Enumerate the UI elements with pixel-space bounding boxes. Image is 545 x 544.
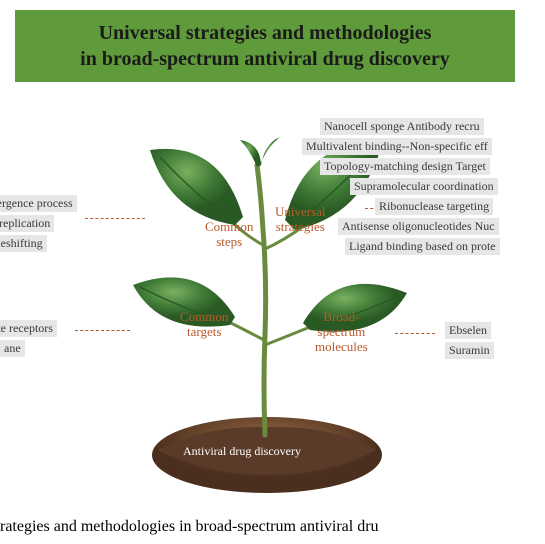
leaf-label-broad-spectrum: Broad- spectrum molecules [315, 310, 368, 355]
info-item: he convergence process [0, 195, 77, 212]
info-item: Ebselen [445, 322, 491, 339]
info-item: ate receptors [0, 320, 57, 337]
title-banner: Universal strategies and methodologies i… [15, 10, 515, 82]
info-item: Multivalent binding--Non-specific eff [302, 138, 492, 155]
info-item: ameshifting [0, 235, 47, 252]
info-item: replication [0, 215, 54, 232]
leaf-label-common-steps: Common steps [205, 220, 253, 250]
leaf-label-universal-strategies: Universal strategies [275, 205, 326, 235]
info-item: Ligand binding based on prote [345, 238, 500, 255]
info-item: Supramolecular coordination [350, 178, 498, 195]
dash-top-left [85, 218, 145, 219]
info-item: Topology-matching design Target [320, 158, 490, 175]
dash-bottom-right [395, 333, 435, 334]
title-line1: Universal strategies and methodologies [30, 20, 500, 46]
dash-bottom-left [75, 330, 130, 331]
root-label: Antiviral drug discovery [183, 445, 301, 459]
info-item: ane [0, 340, 25, 357]
figure-caption: rategies and methodologies in broad-spec… [0, 518, 379, 536]
info-item: Suramin [445, 342, 494, 359]
info-item: Antisense oligonucleotides Nuc [338, 218, 499, 235]
title-line2: in broad-spectrum antiviral drug discove… [30, 46, 500, 72]
info-item: Nanocell sponge Antibody recru [320, 118, 484, 135]
leaf-label-common-targets: Common targets [180, 310, 228, 340]
info-item: Ribonuclease targeting [375, 198, 493, 215]
